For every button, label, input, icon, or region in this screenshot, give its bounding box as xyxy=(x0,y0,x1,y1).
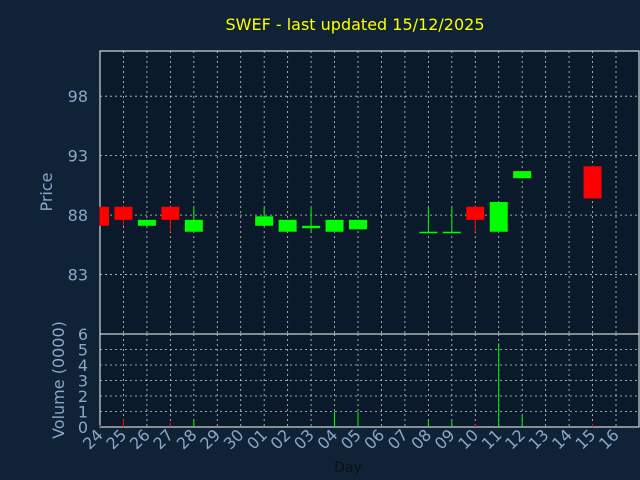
candle-body xyxy=(100,206,109,226)
candle-body xyxy=(278,219,297,232)
candle-body xyxy=(513,171,532,179)
candle-body xyxy=(161,206,180,220)
candle-body xyxy=(466,206,485,220)
volume-bars xyxy=(99,343,594,427)
candle-body xyxy=(114,206,133,220)
volume-tick-label: 1 xyxy=(78,403,88,422)
candle-body xyxy=(137,219,156,226)
volume-tick-label: 6 xyxy=(78,325,88,344)
grid-lines xyxy=(100,51,639,427)
price-tick-labels: 98 93 88 83 xyxy=(68,87,88,284)
candle-body xyxy=(255,216,274,226)
price-tick-label: 93 xyxy=(68,147,88,166)
price-axis-label: Price xyxy=(37,172,56,211)
volume-tick-label: 4 xyxy=(78,356,88,375)
volume-plot-area xyxy=(99,333,640,428)
price-plot-area xyxy=(99,50,640,335)
candle-body xyxy=(184,219,203,232)
candle-body xyxy=(302,225,321,229)
candle-body xyxy=(419,231,438,234)
price-tick-label: 83 xyxy=(68,266,88,285)
candle-body xyxy=(489,202,508,232)
day-axis-label: Day xyxy=(334,460,362,476)
volume-axis-label: Volume (0000) xyxy=(49,321,68,439)
candle-body xyxy=(442,231,461,234)
volume-tick-label: 2 xyxy=(78,387,88,406)
candle-body xyxy=(325,219,344,232)
candle-body xyxy=(583,166,602,199)
price-tick-label: 88 xyxy=(68,206,88,225)
volume-tick-label: 0 xyxy=(78,418,88,437)
price-tick-label: 98 xyxy=(68,87,88,106)
volume-tick-label: 5 xyxy=(78,341,88,360)
chart-title: SWEF - last updated 15/12/2025 xyxy=(225,15,484,34)
volume-tick-label: 3 xyxy=(78,372,88,391)
candles xyxy=(99,166,602,234)
day-tick-labels: 2425262728293001020304050607080910111213… xyxy=(79,425,623,453)
candle-body xyxy=(349,219,367,230)
